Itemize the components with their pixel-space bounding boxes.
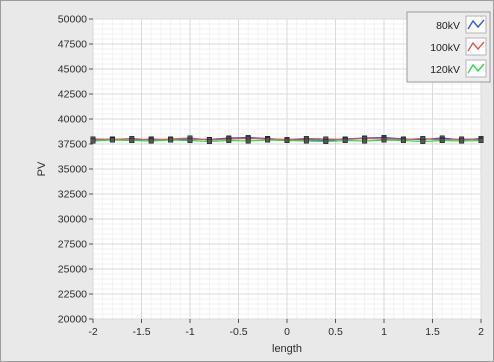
y-tick-label: 32500: [58, 189, 87, 201]
data-point: [323, 139, 329, 145]
data-point: [381, 137, 387, 143]
y-tick-label: 27500: [58, 239, 87, 251]
y-tick-label: 20000: [58, 314, 87, 326]
legend-line-icon: [467, 41, 485, 52]
x-axis-title: length: [272, 343, 302, 355]
data-point: [90, 138, 96, 144]
y-tick-label: 22500: [58, 289, 87, 301]
x-tick-label: -1.5: [132, 326, 150, 338]
y-tick-label: 30000: [58, 214, 87, 226]
data-point: [362, 138, 368, 144]
y-tick-label: 47500: [58, 39, 87, 51]
legend-label: 120kV: [430, 64, 460, 76]
legend-line-icon: [467, 63, 485, 74]
data-point: [478, 138, 484, 144]
y-tick-label: 37500: [58, 139, 87, 151]
y-tick-label: 25000: [58, 264, 87, 276]
x-tick-label: 1.5: [425, 326, 440, 338]
x-tick-label: -2: [88, 326, 97, 338]
data-point: [284, 138, 290, 144]
x-tick-label: 0: [284, 326, 290, 338]
x-tick-label: 0.5: [328, 326, 343, 338]
series-120kV: [90, 137, 484, 145]
x-tick-label: 1: [381, 326, 387, 338]
data-point: [400, 138, 406, 144]
legend-label: 100kV: [430, 42, 460, 54]
data-point: [265, 137, 271, 143]
data-point: [129, 138, 135, 144]
y-tick-label: 35000: [58, 164, 87, 176]
y-tick-label: 40000: [58, 114, 87, 126]
y-axis-title: PV: [36, 161, 48, 176]
legend-label: 80kV: [436, 20, 460, 32]
data-point: [342, 138, 348, 144]
data-point: [439, 138, 445, 144]
axes: -2 -1.5 -1 -0.5 0 0.5 1 1.5 2 20000 22500 25000 2750…: [58, 14, 484, 339]
x-tick-label: 2: [478, 326, 484, 338]
x-tick-label: -0.5: [229, 326, 247, 338]
y-tick-label: 45000: [58, 64, 87, 76]
data-point: [148, 138, 154, 144]
y-tick-label: 50000: [58, 14, 87, 26]
legend-item-80kV[interactable]: 80kV: [436, 15, 487, 34]
data-point: [226, 138, 232, 144]
x-tick-label: -1: [185, 326, 194, 338]
data-point: [187, 138, 193, 144]
data-point: [206, 139, 212, 145]
series-layer: [90, 135, 484, 145]
data-point: [459, 138, 465, 144]
legend-line-icon: [467, 19, 485, 30]
legend-item-100kV[interactable]: 100kV: [430, 37, 487, 56]
legend-item-120kV[interactable]: 120kV: [430, 59, 487, 78]
data-point: [420, 139, 426, 145]
data-point: [168, 137, 174, 143]
y-tick-label: 42500: [58, 89, 87, 101]
data-point: [109, 137, 115, 143]
data-point: [245, 138, 251, 144]
legend[interactable]: 80kV 100kV 120kV: [406, 11, 491, 83]
data-point: [303, 138, 309, 144]
